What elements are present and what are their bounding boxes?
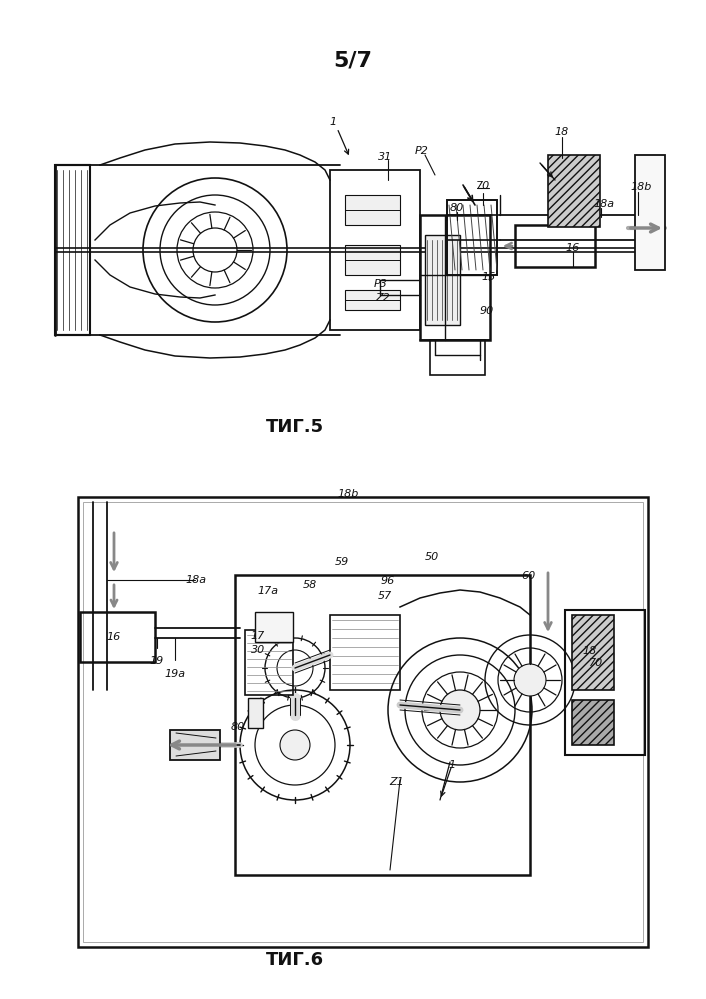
Text: 80: 80 bbox=[450, 203, 464, 213]
Text: 80: 80 bbox=[231, 722, 245, 732]
Bar bbox=[425, 235, 460, 325]
Text: 1: 1 bbox=[330, 117, 337, 127]
Text: 19: 19 bbox=[150, 656, 164, 666]
Bar bbox=[420, 215, 490, 340]
Circle shape bbox=[280, 730, 310, 760]
Bar bbox=[515, 225, 595, 267]
Bar bbox=[248, 698, 263, 728]
Text: 16: 16 bbox=[107, 632, 121, 642]
Bar bbox=[83, 502, 643, 942]
Text: Z2: Z2 bbox=[376, 293, 390, 303]
Text: 60: 60 bbox=[521, 571, 535, 581]
Text: 18: 18 bbox=[583, 646, 597, 656]
Text: 5/7: 5/7 bbox=[333, 50, 373, 70]
Text: 30: 30 bbox=[251, 645, 265, 655]
Bar bbox=[548, 155, 600, 227]
Bar bbox=[78, 497, 648, 947]
Text: 18b: 18b bbox=[630, 182, 652, 192]
Bar bbox=[255, 612, 293, 642]
Circle shape bbox=[440, 690, 480, 730]
Bar bbox=[345, 195, 400, 225]
Text: 18b: 18b bbox=[337, 489, 359, 499]
Text: 90: 90 bbox=[480, 306, 494, 316]
Bar bbox=[330, 615, 400, 690]
Bar bbox=[447, 200, 497, 275]
Bar bbox=[330, 170, 420, 330]
Text: 17a: 17a bbox=[258, 586, 279, 596]
Circle shape bbox=[514, 664, 546, 696]
Text: 58: 58 bbox=[303, 580, 317, 590]
Text: 18a: 18a bbox=[594, 199, 614, 209]
Text: 70: 70 bbox=[476, 181, 490, 191]
Bar bbox=[345, 290, 400, 310]
Text: 1: 1 bbox=[448, 760, 455, 770]
Text: 15: 15 bbox=[482, 272, 496, 282]
Bar bbox=[245, 630, 293, 695]
Text: P2: P2 bbox=[415, 146, 429, 156]
Bar bbox=[55, 165, 90, 335]
Text: Z1: Z1 bbox=[390, 777, 405, 787]
Bar bbox=[345, 245, 400, 275]
Bar bbox=[235, 575, 530, 875]
Text: 57: 57 bbox=[378, 591, 392, 601]
Text: ΤИГ.6: ΤИГ.6 bbox=[266, 951, 324, 969]
Text: 17: 17 bbox=[251, 631, 265, 641]
Text: 31: 31 bbox=[378, 152, 392, 162]
Text: P3: P3 bbox=[374, 279, 388, 289]
Text: 18: 18 bbox=[555, 127, 569, 137]
Text: 50: 50 bbox=[425, 552, 439, 562]
Bar bbox=[572, 700, 614, 745]
Bar bbox=[430, 340, 485, 375]
Bar bbox=[635, 155, 665, 270]
Text: 70: 70 bbox=[589, 658, 603, 668]
Text: 18a: 18a bbox=[186, 575, 207, 585]
Bar bbox=[170, 730, 220, 760]
Bar bbox=[572, 615, 614, 690]
Text: 19a: 19a bbox=[164, 669, 186, 679]
Bar bbox=[80, 612, 155, 662]
Bar bbox=[565, 610, 645, 755]
Text: 59: 59 bbox=[335, 557, 349, 567]
Text: ΤИГ.5: ΤИГ.5 bbox=[266, 418, 324, 436]
Text: 96: 96 bbox=[381, 576, 395, 586]
Text: 16: 16 bbox=[566, 243, 580, 253]
